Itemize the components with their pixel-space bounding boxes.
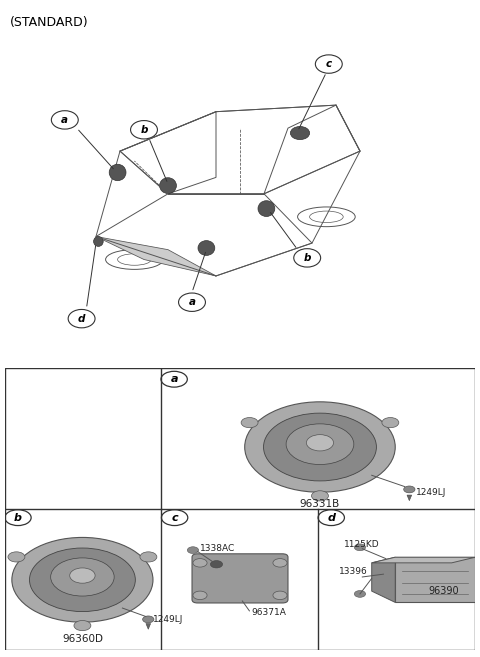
- Circle shape: [264, 413, 376, 481]
- Ellipse shape: [258, 200, 275, 217]
- Circle shape: [286, 424, 354, 464]
- FancyBboxPatch shape: [192, 554, 288, 603]
- Ellipse shape: [94, 237, 103, 246]
- Text: a: a: [170, 374, 178, 384]
- Circle shape: [143, 616, 154, 623]
- Ellipse shape: [159, 177, 177, 193]
- Text: 96390: 96390: [428, 586, 459, 596]
- Text: 1125KD: 1125KD: [344, 540, 379, 549]
- Circle shape: [210, 560, 223, 568]
- Text: a: a: [61, 115, 68, 125]
- Text: b: b: [303, 253, 311, 263]
- Polygon shape: [372, 557, 395, 602]
- Circle shape: [354, 591, 366, 597]
- Circle shape: [241, 418, 258, 428]
- Ellipse shape: [290, 126, 310, 140]
- Polygon shape: [372, 557, 475, 563]
- Circle shape: [273, 558, 287, 567]
- FancyBboxPatch shape: [395, 557, 475, 602]
- Circle shape: [29, 548, 135, 612]
- Circle shape: [51, 558, 114, 596]
- Text: c: c: [326, 59, 332, 69]
- Circle shape: [273, 591, 287, 600]
- Circle shape: [193, 591, 207, 600]
- Polygon shape: [146, 623, 151, 629]
- Text: b: b: [140, 125, 148, 135]
- Circle shape: [140, 552, 157, 562]
- Text: 13396: 13396: [339, 567, 368, 576]
- Text: d: d: [78, 313, 85, 324]
- Text: 96331B: 96331B: [300, 499, 340, 509]
- Text: 1338AC: 1338AC: [200, 544, 235, 553]
- Text: 1249LJ: 1249LJ: [153, 615, 183, 624]
- Circle shape: [187, 547, 199, 554]
- Text: b: b: [14, 512, 22, 523]
- Ellipse shape: [109, 164, 126, 181]
- Circle shape: [306, 435, 334, 451]
- Text: (STANDARD): (STANDARD): [10, 16, 88, 30]
- Circle shape: [12, 537, 153, 622]
- Circle shape: [312, 491, 328, 501]
- Text: a: a: [189, 297, 195, 307]
- Circle shape: [74, 620, 91, 631]
- Circle shape: [354, 544, 366, 551]
- Circle shape: [404, 486, 415, 493]
- Text: 1249LJ: 1249LJ: [416, 487, 447, 497]
- Circle shape: [8, 552, 25, 562]
- Polygon shape: [407, 495, 412, 501]
- Ellipse shape: [198, 240, 215, 256]
- Polygon shape: [96, 237, 216, 276]
- Circle shape: [245, 402, 395, 492]
- Circle shape: [70, 568, 95, 583]
- Circle shape: [193, 558, 207, 567]
- Text: d: d: [327, 512, 335, 523]
- Text: 96371A: 96371A: [252, 608, 287, 617]
- Text: c: c: [171, 512, 178, 523]
- Text: 96360D: 96360D: [62, 634, 103, 644]
- Circle shape: [382, 418, 399, 428]
